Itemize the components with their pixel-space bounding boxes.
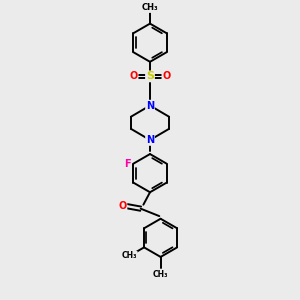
Text: O: O bbox=[162, 71, 171, 81]
Text: CH₃: CH₃ bbox=[142, 3, 158, 12]
Text: S: S bbox=[146, 71, 154, 81]
Text: CH₃: CH₃ bbox=[153, 270, 168, 279]
Text: O: O bbox=[118, 201, 127, 211]
Text: N: N bbox=[146, 135, 154, 145]
Text: F: F bbox=[124, 159, 131, 169]
Text: O: O bbox=[129, 71, 138, 81]
Text: CH₃: CH₃ bbox=[122, 251, 137, 260]
Text: N: N bbox=[146, 100, 154, 110]
